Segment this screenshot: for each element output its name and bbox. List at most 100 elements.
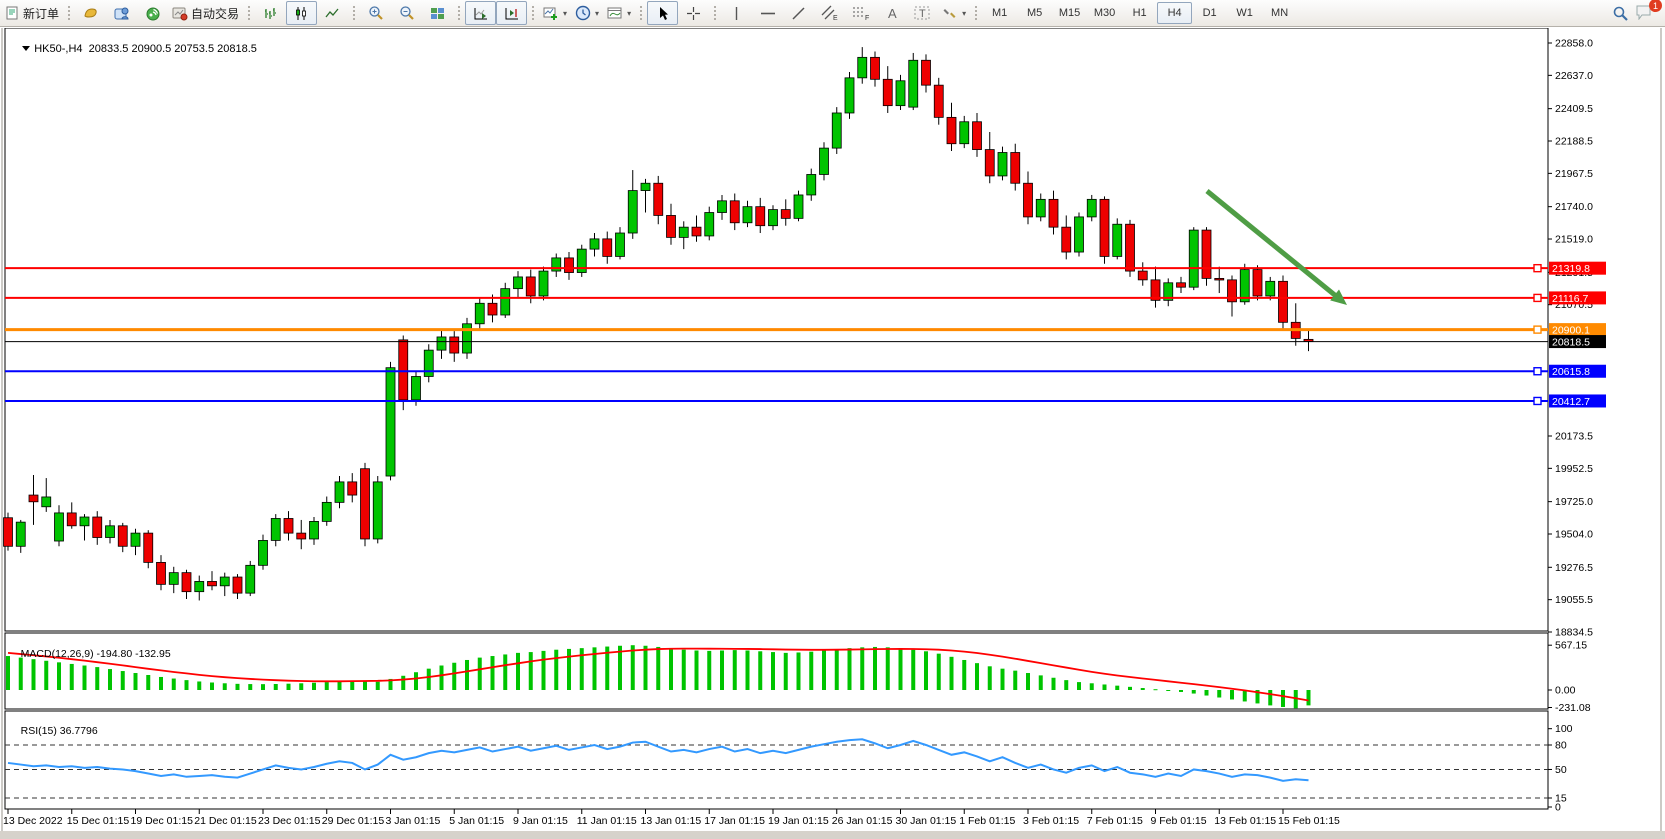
macd-histogram-bar [197, 681, 202, 690]
macd-histogram-bar [120, 671, 125, 690]
timeframe-M1[interactable]: M1 [991, 7, 1008, 19]
candle-body [3, 517, 13, 547]
timeframe-H1[interactable]: H1 [1132, 7, 1147, 19]
line-handle[interactable] [1533, 325, 1542, 334]
zoom-out-button[interactable] [391, 1, 422, 25]
fibonacci-tool-button[interactable]: F [845, 1, 876, 25]
candle-body [1188, 229, 1199, 288]
candle-body [474, 302, 485, 325]
timeframe-W1[interactable]: W1 [1236, 7, 1253, 19]
macd-histogram-bar [1230, 690, 1234, 700]
candle-body [219, 576, 230, 587]
candle-body [385, 367, 396, 477]
time-axis-label: 11 Jan 01:15 [577, 815, 637, 827]
candle-body [245, 564, 256, 594]
macd-histogram-bar [1000, 668, 1005, 690]
time-axis-label: 3 Jan 01:15 [386, 815, 441, 827]
macd-signal-line [7, 647, 1309, 702]
vertical-line-tool-button[interactable] [721, 1, 752, 25]
line-handle[interactable] [1533, 396, 1542, 406]
timeframe-M5[interactable]: M5 [1026, 7, 1043, 19]
line-price-label [1549, 323, 1606, 337]
equidistant-channel-tool-button[interactable]: E [814, 1, 845, 25]
crosshair-tool-button[interactable] [678, 1, 709, 25]
chart-period-button[interactable]: ▾ [571, 1, 603, 25]
candle-body [589, 238, 600, 250]
auto-trading-button[interactable]: 自动交易 [168, 1, 243, 25]
tile-windows-button[interactable] [422, 1, 453, 25]
trendline-icon [792, 6, 805, 20]
line-handle[interactable] [1533, 367, 1542, 376]
chart-shift-button[interactable] [496, 1, 528, 25]
arrows-tool-button[interactable]: ▾ [938, 1, 970, 25]
candle-body [207, 581, 217, 587]
macd-histogram-bar [337, 681, 342, 690]
candle-body [296, 532, 307, 540]
candle-body [1010, 152, 1021, 184]
text-label-tool-button[interactable]: T [907, 1, 938, 25]
candle-body [232, 576, 243, 594]
candlestick-mode-button[interactable] [286, 1, 318, 25]
line-price-label [1549, 291, 1606, 305]
line-chart-mode-button[interactable] [317, 1, 348, 25]
chart-canvas[interactable]: 22858.0 22637.0 22409.5 22188.5 21967.5 21740… [0, 28, 1665, 839]
time-axis-label: 19 Jan 01:15 [768, 815, 829, 827]
timeframe-M30[interactable]: M30 [1093, 7, 1116, 19]
horizontal-line-tool-button[interactable] [752, 1, 783, 25]
data-window-button[interactable] [106, 1, 137, 25]
new-order-label: 新订单 [23, 6, 60, 21]
macd-histogram-bar [426, 668, 431, 690]
price-axis-tick: 21967.5 [1555, 168, 1593, 180]
macd-histogram-bar [350, 680, 355, 690]
macd-histogram-bar [414, 672, 418, 690]
timeframe-D1[interactable]: D1 [1202, 7, 1217, 19]
zoom-in-button[interactable] [360, 1, 391, 25]
search-icon[interactable] [1612, 5, 1629, 22]
down-arrow-annotation[interactable] [1205, 189, 1343, 302]
cursor-tool-button[interactable] [647, 1, 679, 25]
macd-histogram-bar [656, 646, 661, 690]
dropdown-caret: ▾ [627, 8, 632, 18]
macd-histogram-bar [630, 645, 635, 690]
candle-body [627, 190, 638, 234]
candle-body [156, 561, 166, 585]
template-icon [607, 7, 622, 18]
text-tool-button[interactable]: A [876, 1, 907, 25]
macd-histogram-bar [248, 684, 253, 690]
candle-body [882, 78, 893, 107]
timeframe-MN[interactable]: MN [1271, 7, 1289, 19]
macd-histogram-bar [834, 649, 839, 690]
time-axis-label: 15 Dec 01:15 [67, 815, 130, 827]
macd-histogram-bar [57, 662, 61, 690]
auto-scroll-button[interactable] [465, 1, 497, 25]
line-handle[interactable] [1533, 263, 1542, 273]
macd-histogram-bar [860, 647, 865, 690]
macd-histogram-bar [554, 649, 559, 690]
macd-histogram-bar [541, 650, 546, 690]
market-news-button[interactable] [75, 1, 106, 25]
candle-body [1150, 279, 1161, 301]
candle-body [117, 525, 128, 547]
bar-chart-mode-button[interactable] [255, 1, 286, 25]
new-chart-button[interactable]: ▾ [539, 1, 571, 25]
timeframe-group: M1 M5 M15 M30 H1 H4 D1 W1 MN [982, 2, 1297, 24]
notification-badge: 1 [1649, 0, 1662, 12]
macd-histogram-bar [1013, 670, 1018, 690]
price-axis-tick: 19276.5 [1555, 562, 1593, 574]
price-axis-tick: 20173.5 [1555, 430, 1593, 442]
notifications-button[interactable]: 1 [1635, 0, 1662, 22]
timeframe-H4[interactable]: H4 [1157, 2, 1193, 24]
timeframe-M15[interactable]: M15 [1058, 7, 1081, 19]
chart-template-button[interactable]: ▾ [603, 1, 635, 25]
macd-histogram-bar [707, 650, 712, 690]
macd-histogram-bar [643, 645, 648, 690]
trendline-tool-button[interactable] [783, 1, 814, 25]
new-order-button[interactable]: 新订单 [2, 1, 63, 25]
macd-histogram-bar [618, 645, 622, 690]
chart-shift-icon [505, 7, 518, 19]
candle-body [997, 152, 1008, 177]
toolbar-grip [639, 5, 644, 21]
macd-histogram-bar [1268, 690, 1273, 706]
mql5-community-button[interactable] [137, 1, 168, 25]
line-handle[interactable] [1533, 293, 1542, 303]
